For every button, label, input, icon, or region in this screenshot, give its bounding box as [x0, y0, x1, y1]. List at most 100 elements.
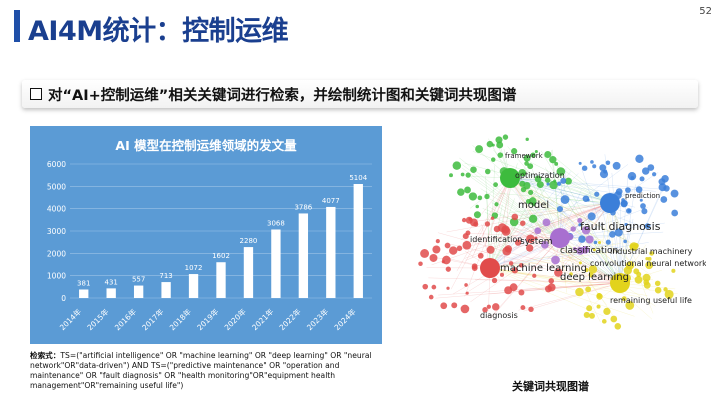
keyword-label: diagnosis [480, 311, 518, 320]
keyword-node [497, 152, 504, 158]
keyword-node [549, 156, 557, 164]
data-label: 5104 [349, 174, 367, 182]
link-line [489, 166, 561, 269]
keyword-node [526, 244, 534, 252]
search-query-label: 检索式： [30, 351, 61, 360]
keyword-node [502, 134, 509, 140]
bar-chart-svg: AI 模型在控制运维领域的发文量 0 1000 2000 3000 4000 5000 600… [47, 138, 372, 332]
keyword-node [601, 319, 607, 324]
keyword-node [551, 255, 560, 265]
link-line [523, 282, 621, 312]
link-line [446, 202, 611, 254]
bar [79, 289, 89, 298]
keyword-label: optimization [515, 171, 565, 180]
keyword-node [585, 235, 594, 244]
link-line [499, 177, 511, 247]
keyword-node [495, 136, 503, 144]
link-line [517, 282, 621, 291]
keyword-node [634, 275, 643, 284]
keyword-node [636, 271, 642, 277]
link-line [559, 237, 601, 322]
keyword-node [462, 240, 472, 250]
keyword-node [519, 262, 524, 268]
x-tick-label: 2019年 [195, 306, 221, 332]
bar [353, 184, 363, 298]
link-line [619, 218, 634, 284]
x-tick-label: 2014年 [57, 306, 83, 332]
link-line [431, 202, 611, 266]
keyword-node [475, 145, 484, 154]
keyword-node [649, 251, 654, 256]
keyword-node [630, 176, 635, 180]
link-line [509, 177, 555, 252]
keyword-node [645, 256, 649, 261]
keyword-node [640, 203, 646, 209]
page-title: AI4M统计：控制运维 [28, 16, 289, 47]
keyword-node [671, 268, 676, 273]
link-line [531, 202, 611, 232]
link-line [510, 272, 621, 284]
keyword-node [658, 183, 667, 192]
keyword-node [465, 230, 471, 236]
keyword-node [544, 177, 551, 183]
keyword-node [527, 163, 534, 170]
keyword-label: prediction [625, 192, 660, 200]
keyword-node [465, 172, 471, 178]
y-tick-label: 6000 [47, 160, 66, 169]
keyword-node [586, 305, 593, 312]
keyword-node [554, 268, 563, 277]
link-line [462, 167, 621, 284]
keyword-node [635, 154, 644, 163]
keyword-node [528, 214, 538, 223]
data-label: 4077 [322, 197, 340, 205]
keyword-node [449, 246, 458, 255]
keyword-node [521, 171, 526, 177]
keyword-node [464, 283, 468, 287]
bar [133, 285, 144, 298]
link-line [619, 184, 636, 284]
keyword-node [475, 204, 480, 209]
keyword-label: system [520, 237, 553, 247]
keyword-node [548, 278, 555, 284]
bar [298, 213, 309, 298]
keyword-node [599, 164, 607, 172]
keyword-node [428, 294, 434, 300]
link-line [490, 237, 561, 320]
title-accent-bar [14, 10, 20, 42]
keyword-node [499, 272, 505, 277]
keyword-node [621, 198, 626, 202]
keyword-node [625, 301, 635, 310]
keyword-node [520, 305, 526, 311]
keyword-node [511, 213, 519, 221]
keyword-node [514, 239, 522, 246]
link-line [601, 207, 621, 284]
keyword-node [528, 189, 534, 196]
link-line [506, 178, 561, 239]
link-line [582, 209, 621, 284]
link-line [468, 232, 561, 239]
link-line [509, 177, 652, 199]
keyword-node [460, 304, 470, 314]
x-tick-label: 2016年 [112, 306, 138, 332]
keyword-node [486, 304, 491, 309]
x-tick-label: 2024年 [332, 306, 358, 332]
keyword-node [497, 223, 507, 233]
bar [326, 206, 336, 298]
keyword-node [502, 246, 512, 256]
keyword-node [457, 188, 465, 196]
bar [271, 229, 281, 298]
keyword-hub-node [550, 228, 570, 248]
link-line [489, 197, 559, 269]
keyword-label: convolutional neural network [590, 259, 706, 268]
link-line [524, 167, 561, 239]
keyword-node [576, 246, 585, 255]
keyword-node [484, 193, 490, 200]
keyword-node [528, 306, 534, 313]
keyword-node [578, 261, 582, 265]
keyword-node [592, 164, 597, 169]
data-label: 381 [77, 279, 90, 287]
x-tick-label: 2018年 [167, 306, 193, 332]
y-tick-label: 1000 [47, 272, 66, 281]
keyword-node [486, 140, 494, 148]
link-line [509, 177, 652, 276]
